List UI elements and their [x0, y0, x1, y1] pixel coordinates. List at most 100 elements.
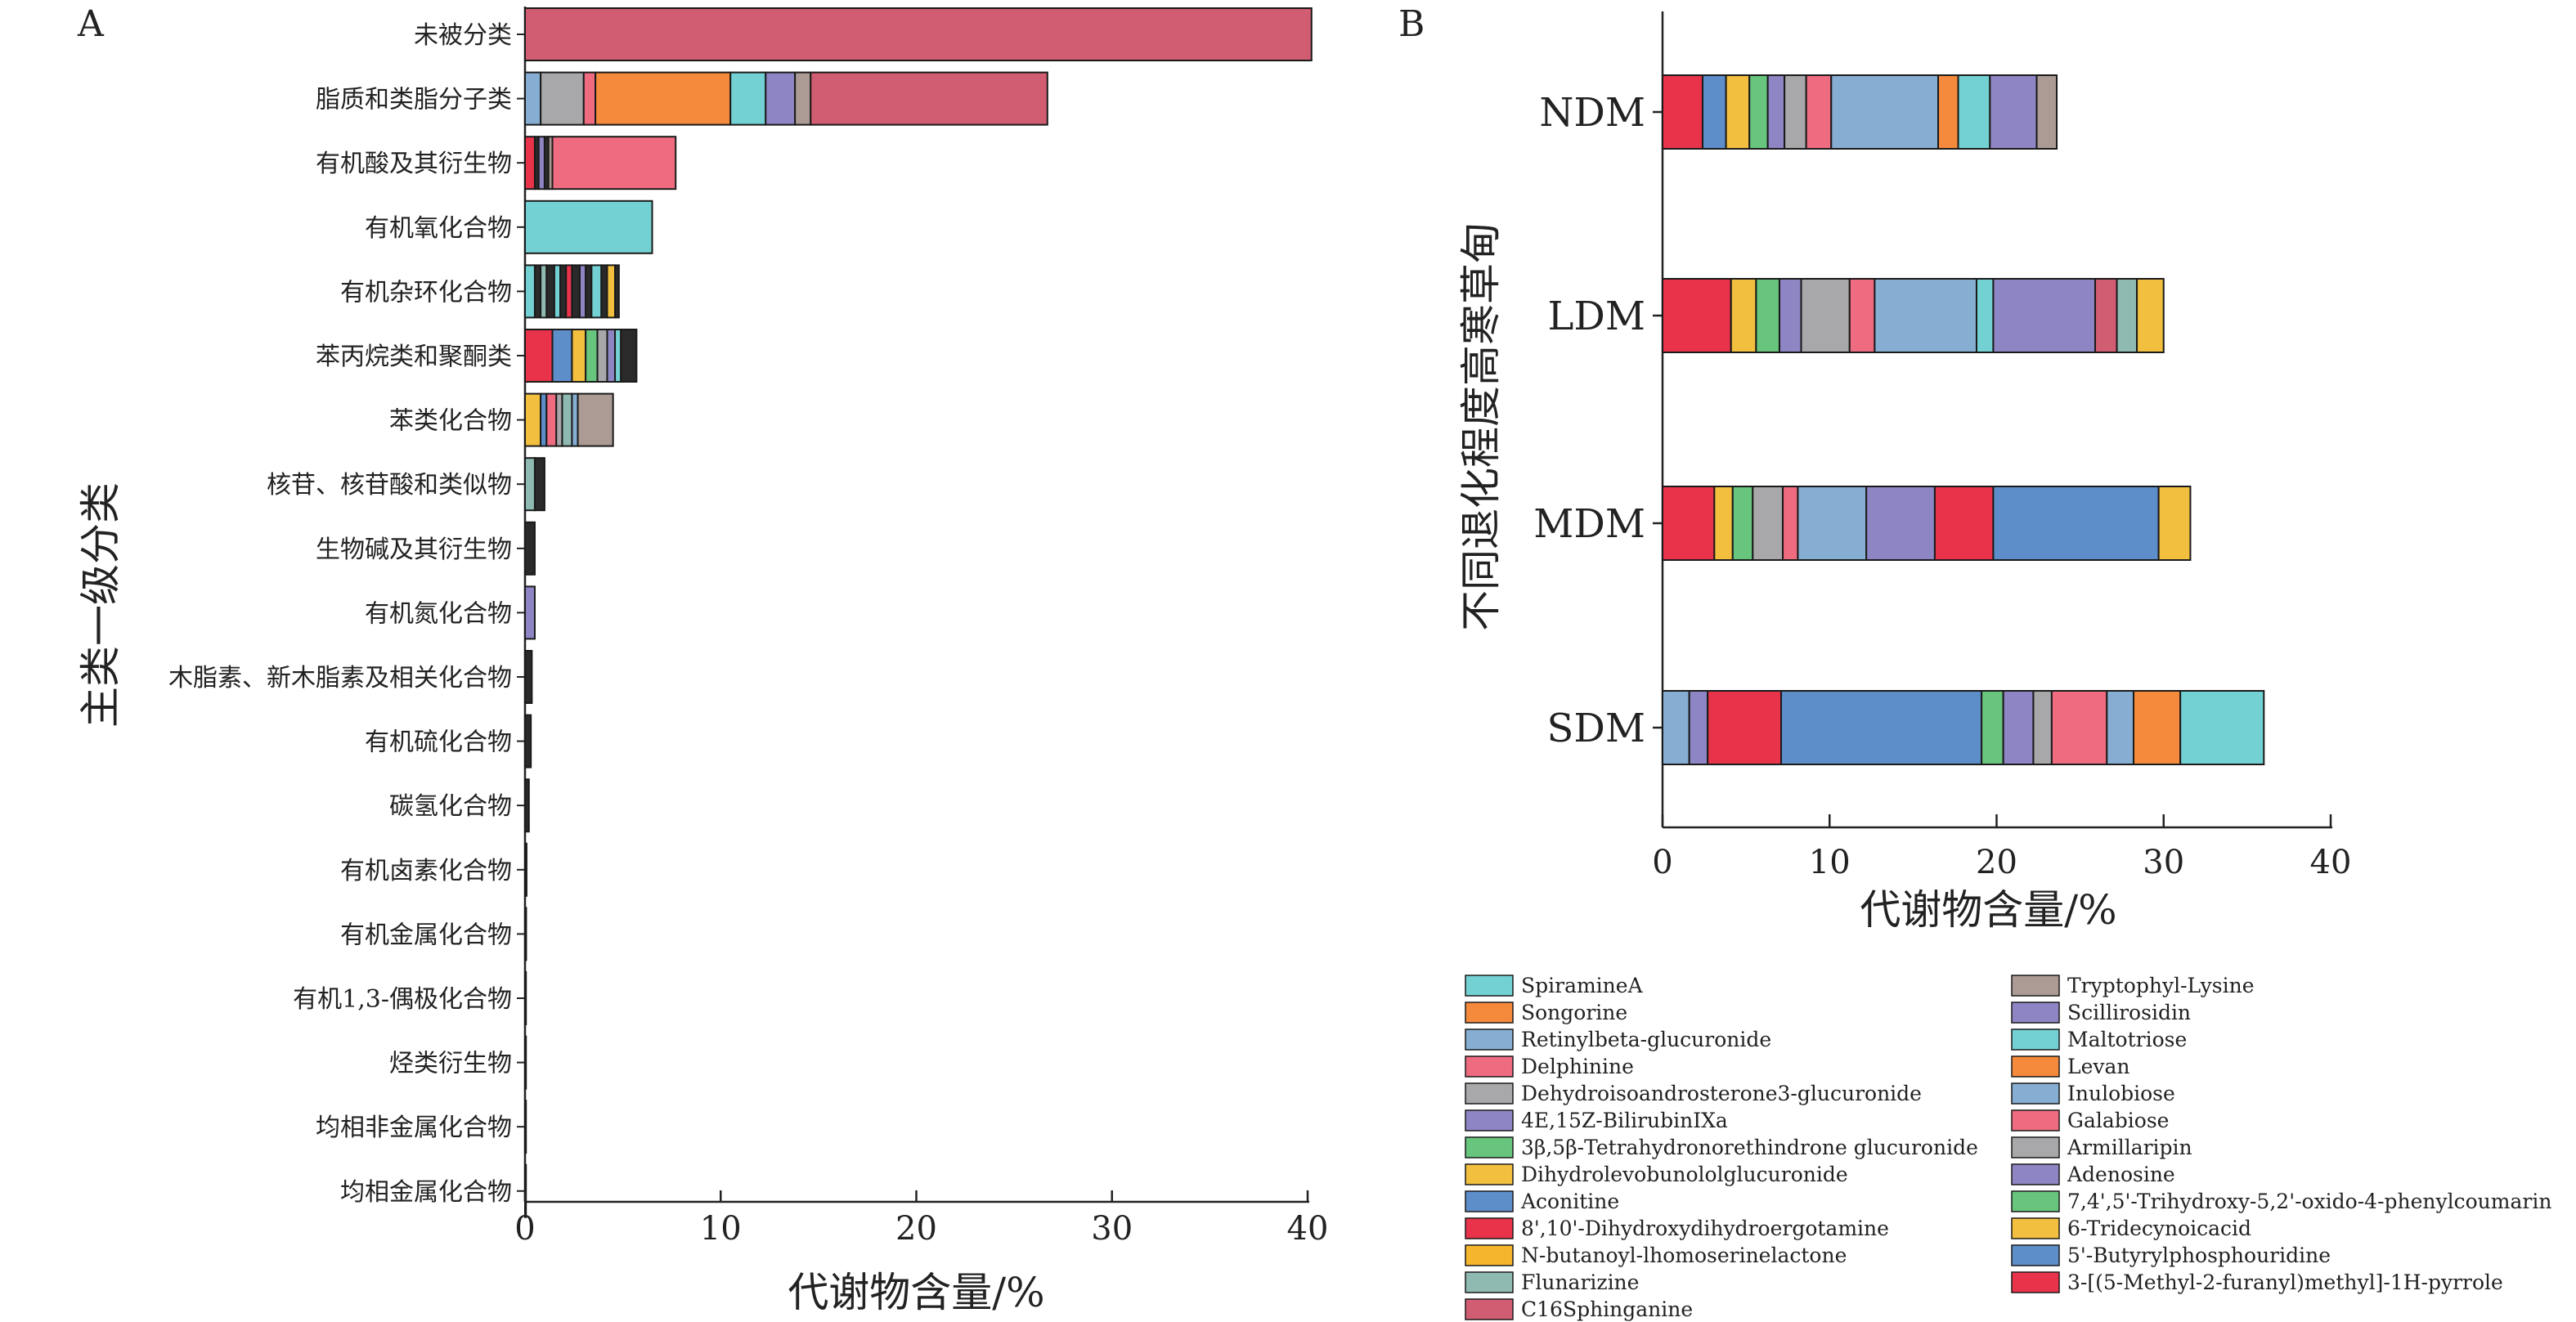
panel-b-y-axis-title: 不同退化程度高寒草甸	[1457, 222, 1505, 631]
legend-swatch-n-butanoyl-lhomoserinelactone	[1465, 1244, 1514, 1266]
legend-swatch-inulobiose	[2011, 1082, 2060, 1105]
panel-a-x-axis-title: 代谢物含量/%	[788, 1269, 1044, 1316]
legend-swatch-aconitine	[1465, 1190, 1514, 1212]
panel-a-bar-segment	[585, 329, 599, 383]
legend-label-songorine: Songorine	[1521, 1001, 1627, 1024]
panel-b-bar-segment	[1748, 74, 1769, 150]
panel-b-bar-segment	[1707, 690, 1783, 765]
panel-a-bar-segment	[606, 264, 617, 319]
panel-a-bar-segment	[590, 264, 603, 319]
legend-label-5-butyrylphosphouridine: 5'-Butyrylphosphouridine	[2067, 1244, 2331, 1267]
panel-b-bar-segment	[2002, 690, 2035, 765]
panel-a-bar-segment	[553, 264, 562, 319]
panel-b-bar-segment	[1797, 486, 1868, 561]
panel-a-category-label: 木脂素、新木脂素及相关化合物	[168, 664, 512, 692]
panel-a-category-label: 有机酸及其衍生物	[316, 150, 512, 178]
panel-b-bar-segment	[1755, 278, 1780, 353]
legend-label-galabiose: Galabiose	[2067, 1109, 2169, 1132]
panel-a-bar-segment	[545, 392, 558, 447]
panel-b-category-label: NDM	[1539, 90, 1645, 136]
panel-a-category-label: 苯丙烷类和聚酮类	[316, 343, 512, 371]
panel-a-bar-segment	[571, 392, 579, 447]
panel-a-bar-segment	[524, 907, 527, 961]
panel-b-bar-segment	[1688, 690, 1709, 765]
legend-swatch-3-5-tetrahydronorethindrone-glucuronide	[1465, 1136, 1514, 1158]
panel-b-x-tick-label: 40	[2310, 844, 2352, 881]
panel-a-bar-segment	[533, 264, 542, 319]
panel-a-bar-segment	[794, 71, 812, 126]
panel-a-bar-segment	[533, 457, 545, 512]
panel-b-bar-segment	[1782, 486, 1799, 561]
panel-b-x-axis-title: 代谢物含量/%	[1860, 886, 2116, 934]
panel-a-bar-segment	[810, 71, 1048, 126]
panel-a-category-label: 有机硫化合物	[365, 728, 512, 757]
legend-swatch-scillirosidin	[2011, 1002, 2060, 1024]
legend-label-dehydroisoandrosterone3-glucuronide: Dehydroisoandrosterone3-glucuronide	[1521, 1082, 1922, 1105]
legend-swatch-7-4-5-trihydroxy-5-2-oxido-4-phenylcoumarin	[2011, 1190, 2060, 1212]
panel-a-bar-segment	[524, 1100, 527, 1154]
panel-a-category-label: 有机1,3-偶极化合物	[293, 985, 512, 1014]
panel-a-bar-segment	[565, 264, 573, 319]
panel-a-bar-segment	[540, 392, 548, 447]
legend-label-aconitine: Aconitine	[1520, 1190, 1619, 1213]
panel-a-category-label: 有机杂环化合物	[340, 278, 512, 307]
legend-swatch-armillaripin	[2011, 1136, 2060, 1158]
panel-a-bar-segment	[524, 1035, 527, 1090]
panel-b-letter: B	[1398, 3, 1425, 45]
panel-a-category-label: 均相非金属化合物	[316, 1114, 512, 1142]
legend-label-n-butanoyl-lhomoserinelactone: N-butanoyl-lhomoserinelactone	[1521, 1244, 1847, 1267]
panel-a-bar-segment	[551, 136, 677, 190]
legend-label-inulobiose: Inulobiose	[2067, 1082, 2175, 1105]
panel-a-bar-segment	[582, 71, 597, 126]
panel-a-bar-segment	[585, 264, 593, 319]
legend-label-retinylbeta-glucuronide: Retinylbeta-glucuronide	[1521, 1028, 1771, 1051]
legend-swatch-8-10-dihydroxydihydroergotamine	[1465, 1217, 1514, 1239]
panel-a-category-label: 生物碱及其衍生物	[316, 536, 512, 564]
panel-b-bar-segment	[1778, 278, 1802, 353]
legend-swatch-3-5-methyl-2-furanyl-methyl-1h-pyrrole	[2011, 1271, 2060, 1293]
panel-b-bar-segment	[2136, 278, 2165, 353]
panel-b-bar-segment	[2132, 690, 2182, 765]
panel-a-bar-segment	[524, 714, 532, 769]
panel-b-bar-segment	[2032, 690, 2053, 765]
panel-b-bar-segment	[1752, 486, 1784, 561]
panel-a-category-label: 未被分类	[414, 21, 512, 50]
panel-a-bar-segment	[561, 392, 573, 447]
panel-a-category-label: 有机卤素化合物	[340, 857, 512, 885]
panel-a-bar-segment	[614, 329, 622, 383]
panel-a-bar-segment	[524, 329, 554, 383]
panel-a-bar-segment	[765, 71, 797, 126]
panel-a-bar-segment	[540, 71, 585, 126]
panel-a-bar-segment	[524, 971, 527, 1025]
panel-b-bar-segment	[1933, 486, 1995, 561]
panel-a-letter: A	[77, 3, 105, 45]
panel-b-chart: NDM LDM MDM SDM 0 10 20 30 40 代谢物含量/% 不同退化程度高寒草甸	[1457, 11, 2351, 934]
panel-b-bar-segment	[1713, 486, 1734, 561]
legend-label-dihydrolevobunololglucuronide: Dihydrolevobunololglucuronide	[1521, 1163, 1848, 1186]
panel-b-bar-segment	[1865, 486, 1936, 561]
legend-swatch-flunarizine	[1465, 1271, 1514, 1293]
panel-b-bar-segment	[2179, 690, 2265, 765]
panel-a-bar-segment	[524, 71, 542, 126]
panel-a-x-tick-label: 10	[700, 1210, 742, 1248]
panel-a-bar-segment	[600, 264, 608, 319]
panel-a-category-label: 苯类化合物	[389, 407, 512, 436]
panel-a-bar-segment	[729, 71, 767, 126]
panel-a-bar-segment	[571, 329, 587, 383]
panel-a-bar-segment	[524, 7, 1313, 61]
panel-b-bar-segment	[1992, 486, 2160, 561]
panel-a-bar-segment	[524, 136, 536, 190]
panel-a-bar-segment	[578, 264, 587, 319]
panel-b-bar-segment	[1805, 74, 1833, 150]
legend-label-spiraminea: SpiramineA	[1521, 974, 1644, 997]
legend-swatch-6-tridecynoicacid	[2011, 1217, 2060, 1239]
panel-b-bar-segment	[1800, 278, 1851, 353]
legend-swatch-delphinine	[1465, 1055, 1514, 1078]
panel-b-bar-segment	[1780, 690, 1983, 765]
panel-a-bar-segment	[551, 329, 573, 383]
panel-b-bar-segment	[1957, 74, 1991, 150]
panel-a-x-tick-label: 40	[1287, 1210, 1329, 1248]
panel-b-x-tick-label: 10	[1809, 844, 1851, 881]
legend-swatch-retinylbeta-glucuronide	[1465, 1028, 1514, 1051]
panel-a-bar-segment	[524, 842, 527, 897]
